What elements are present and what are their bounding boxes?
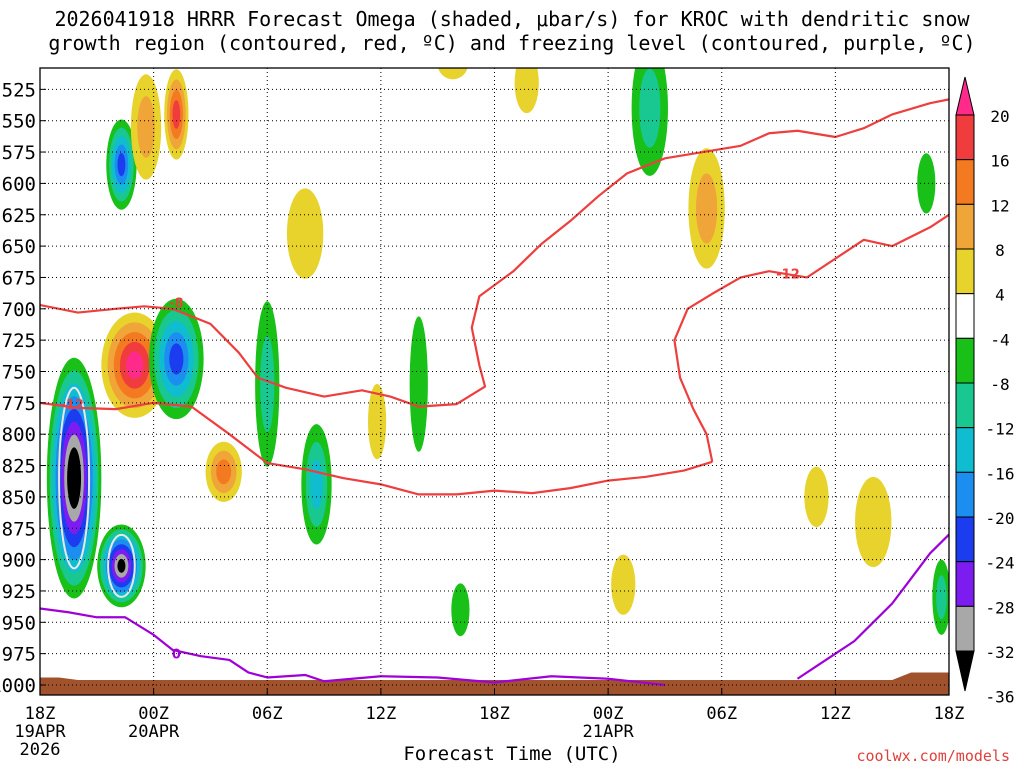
x-date-label-0: 19APR: [14, 722, 66, 742]
omega-cell-4-1: [137, 96, 155, 158]
y-tick-label-875: 875: [2, 518, 36, 540]
colorbar-segment-3: [955, 203, 975, 250]
colorbar-segment-12: [955, 605, 975, 652]
colorbar-segment-5: [955, 293, 975, 339]
colorbar-label-10: -24: [986, 554, 1015, 573]
omega-cell-3-4: [126, 351, 144, 379]
omega-cell-21-0: [855, 476, 892, 568]
chart-title-line1: 2026041918 HRRR Forecast Omega (shaded, …: [54, 7, 970, 31]
y-tick-label-775: 775: [2, 393, 36, 415]
contour-label-3: 0: [172, 648, 181, 663]
axes: 525 550 575 600 625 650 675 700 725 750 775 800 825 8…: [0, 67, 965, 760]
omega-cell-19-1: [936, 575, 947, 620]
omega-cell-12-0: [438, 68, 468, 80]
x-date-label-30: 21APR: [583, 722, 635, 742]
contour-line-0: [40, 98, 949, 408]
contour-line-3: [40, 607, 666, 687]
x-tick-label-12: 06Z: [252, 704, 283, 724]
colorbar-label-9: -20: [986, 509, 1015, 528]
x-year-label: 2026: [20, 740, 61, 760]
y-tick-label-525: 525: [2, 79, 36, 101]
colorbar-label-0: 20: [990, 107, 1009, 126]
colorbar-segment-7: [955, 382, 975, 429]
colorbar-label-11: -28: [986, 598, 1015, 617]
colorbar-segment-1: [955, 114, 975, 161]
contour-label-1: -12: [60, 398, 84, 413]
omega-cell-18-0: [917, 153, 936, 214]
omega-cell-7-2: [216, 459, 232, 485]
omega-cell-10-0: [409, 316, 428, 452]
chart-title-line2: growth region (contoured, red, ºC) and f…: [48, 31, 976, 55]
y-tick-label-1000: 1000: [0, 675, 36, 697]
x-tick-label-18: 12Z: [366, 704, 397, 724]
y-tick-label-950: 950: [2, 612, 36, 634]
x-tick-label-30: 00Z: [593, 704, 624, 724]
y-tick-label-600: 600: [2, 173, 36, 195]
omega-cell-5-3: [172, 100, 181, 129]
y-tick-label-650: 650: [2, 236, 36, 258]
colorbar-label-2: 12: [990, 196, 1009, 215]
omega-cell-14-1: [695, 173, 718, 244]
colorbar-segment-6: [955, 337, 975, 384]
colorbar-label-4: 4: [995, 286, 1005, 305]
colorbar-label-3: 8: [995, 241, 1005, 260]
colorbar-segment-2: [955, 159, 975, 205]
y-tick-label-825: 825: [2, 456, 36, 478]
y-tick-label-575: 575: [2, 142, 36, 164]
y-tick-label-700: 700: [2, 299, 36, 321]
omega-cell-1-7: [117, 558, 126, 573]
colorbar-segment-9: [955, 471, 975, 518]
contour-label-0: -8: [169, 297, 183, 312]
colorbar-label-7: -12: [986, 420, 1015, 439]
contour-label-2: -12: [776, 268, 800, 283]
omega-cell-17-0: [611, 554, 636, 615]
colorbar-label-12: -32: [986, 643, 1015, 662]
y-tick-label-550: 550: [2, 111, 36, 133]
y-tick-label-750: 750: [2, 362, 36, 384]
colorbar-top-arrow: [955, 76, 975, 116]
y-tick-label-900: 900: [2, 550, 36, 572]
omega-cell-6-4: [169, 343, 184, 375]
y-tick-label-725: 725: [2, 330, 36, 352]
y-tick-label-625: 625: [2, 205, 36, 227]
omega-cell-22-0: [514, 68, 539, 114]
x-tick-label-36: 06Z: [706, 704, 737, 724]
colorbar-segment-4: [955, 248, 975, 295]
omega-cell-15-0: [286, 188, 324, 279]
colorbar-label-8: -16: [986, 464, 1015, 483]
colorbar-label-13: -36: [986, 688, 1015, 707]
colorbar-label-6: -8: [990, 375, 1009, 394]
omega-cell-16-0: [451, 583, 470, 637]
omega-cell-2-4: [117, 152, 126, 177]
omega-core-outline-0: [58, 386, 91, 570]
omega-core-outline-1: [107, 533, 136, 598]
x-tick-label-24: 18Z: [479, 704, 510, 724]
colorbar-segment-10: [955, 516, 975, 563]
y-tick-label-975: 975: [2, 644, 36, 666]
plot-area: -8 -12 -12 0: [40, 68, 949, 695]
y-tick-label-850: 850: [2, 487, 36, 509]
colorbar-bottom-arrow: [955, 650, 975, 692]
colorbar-label-1: 16: [990, 152, 1009, 171]
contour-line-4: [796, 533, 949, 680]
x-tick-label-48: 18Z: [934, 704, 965, 724]
colorbar-segment-11: [955, 561, 975, 607]
x-date-label-6: 20APR: [128, 722, 180, 742]
colorbar: 20 16 12 8 4 -4 -8 -12 -16 -20 -24 -28 -32 -36: [955, 76, 1015, 707]
x-axis-label: Forecast Time (UTC): [403, 743, 621, 765]
y-tick-label-675: 675: [2, 267, 36, 289]
credit-text: coolwx.com/models: [856, 747, 1010, 765]
y-tick-label-800: 800: [2, 424, 36, 446]
colorbar-label-5: -4: [990, 330, 1009, 349]
omega-cell-13-1: [639, 68, 661, 148]
omega-cell-0-8: [70, 460, 79, 497]
y-tick-label-925: 925: [2, 581, 36, 603]
omega-cell-9-2: [310, 459, 323, 510]
x-tick-label-42: 12Z: [820, 704, 851, 724]
x-tick-label-0: 18Z: [25, 704, 56, 724]
colorbar-segment-8: [955, 427, 975, 473]
x-tick-label-6: 00Z: [138, 704, 169, 724]
